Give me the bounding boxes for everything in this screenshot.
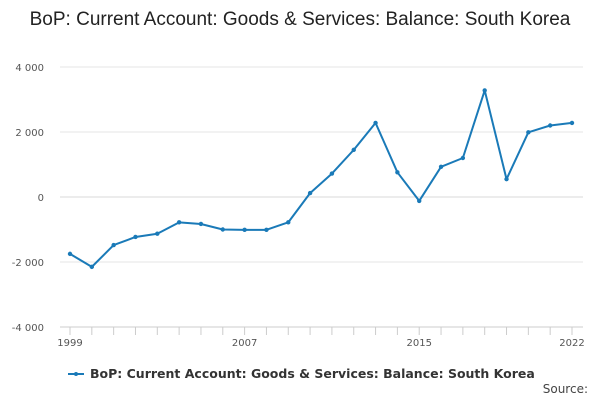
data-point[interactable]: [438, 164, 444, 169]
data-point[interactable]: [198, 221, 204, 227]
y-tick-label: 0: [38, 193, 44, 204]
data-point[interactable]: [373, 120, 378, 126]
data-point[interactable]: [329, 171, 335, 176]
gridlines: [60, 66, 583, 328]
x-tick-label: 2015: [406, 338, 431, 349]
legend-label: BoP: Current Account: Goods & Services: …: [90, 366, 535, 381]
y-tick-label: 2 000: [15, 128, 44, 139]
x-tick-label: 2022: [559, 338, 584, 349]
x-tick-label: 1999: [57, 338, 82, 349]
data-point[interactable]: [569, 120, 575, 126]
data-point[interactable]: [220, 227, 225, 232]
y-tick-label: -2 000: [12, 258, 44, 269]
data-point[interactable]: [133, 234, 138, 240]
data-point[interactable]: [547, 123, 553, 128]
legend-swatch: [68, 368, 84, 380]
series-line: [67, 88, 575, 270]
data-point[interactable]: [395, 170, 400, 175]
data-point[interactable]: [460, 155, 466, 161]
data-point[interactable]: [307, 190, 313, 196]
data-point[interactable]: [67, 251, 73, 257]
y-tick-label: 4 000: [15, 63, 44, 74]
data-point[interactable]: [111, 242, 116, 248]
data-point[interactable]: [504, 176, 509, 182]
legend[interactable]: BoP: Current Account: Goods & Services: …: [68, 366, 535, 381]
data-point[interactable]: [155, 231, 160, 236]
data-point[interactable]: [242, 227, 247, 233]
x-axis: [60, 326, 583, 335]
x-tick-label: 2007: [232, 338, 257, 349]
data-point[interactable]: [351, 147, 356, 153]
source-label: Source:: [542, 382, 588, 396]
data-point[interactable]: [526, 130, 531, 135]
data-point[interactable]: [176, 220, 182, 225]
data-point[interactable]: [482, 88, 487, 93]
y-tick-label: -4 000: [12, 323, 44, 334]
data-point[interactable]: [89, 264, 95, 270]
data-point[interactable]: [264, 227, 269, 233]
x-tick-labels: 1999 2007 2015 2022: [57, 338, 584, 349]
y-tick-labels: -4 000 -2 000 0 2 000 4 000: [12, 63, 44, 334]
chart-title: BoP: Current Account: Goods & Services: …: [29, 9, 571, 30]
series-polyline: [69, 89, 573, 268]
data-point[interactable]: [417, 198, 422, 204]
data-point[interactable]: [286, 220, 291, 225]
